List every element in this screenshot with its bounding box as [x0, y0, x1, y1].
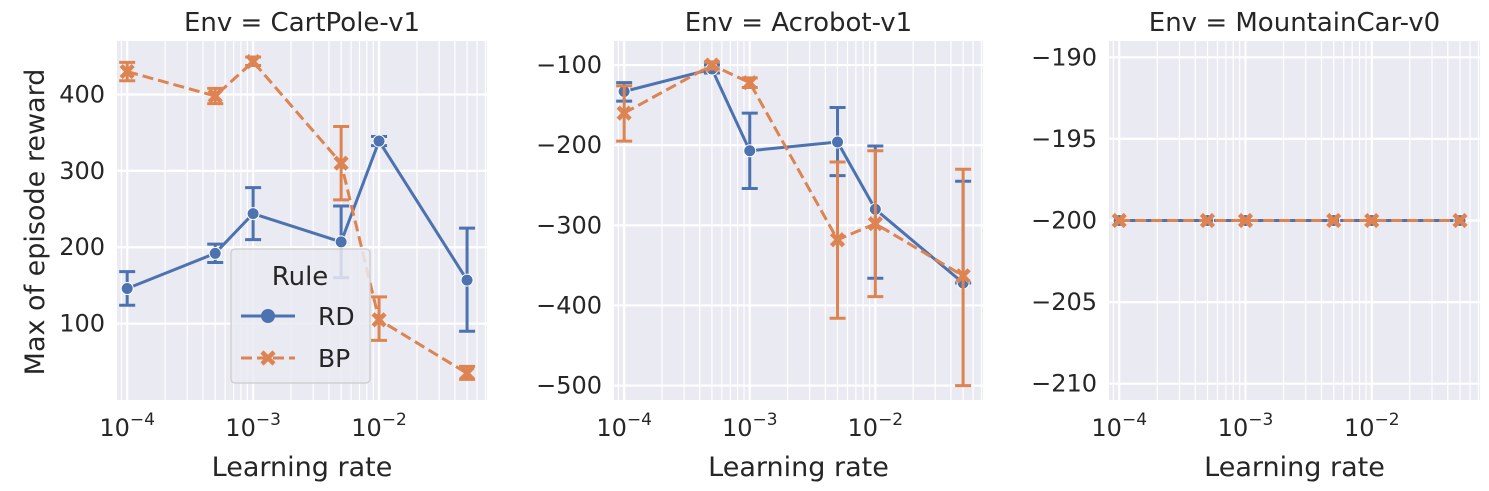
data-point: [742, 75, 758, 91]
y-tick-label: −205: [1031, 288, 1097, 316]
panel-3: −190 −195 −200 −205 −210 10−4 10−3 10−2 Env = Mo…: [1031, 8, 1480, 483]
data-point: [743, 144, 757, 158]
x-tick-label: 10−3: [225, 410, 281, 442]
y-tick-label: −300: [536, 211, 602, 239]
data-point: [1452, 212, 1468, 229]
data-point: [120, 281, 134, 295]
x-tick-label: 10−4: [99, 410, 155, 442]
data-point: [867, 216, 883, 232]
y-tick-label: −200: [536, 131, 602, 159]
data-point: [704, 57, 720, 73]
data-point: [1111, 212, 1127, 229]
legend-marker: [260, 350, 276, 366]
y-tick-label: −210: [1031, 370, 1097, 398]
data-point: [459, 365, 475, 381]
data-point: [1199, 212, 1216, 229]
panel-title: Env = Acrobot-v1: [685, 8, 912, 38]
data-point: [119, 63, 135, 80]
legend: Rule RD BP: [230, 248, 371, 384]
panel-2: −100 −200 −300 −400 −500 10−4 10−3 10−2 Env = Ac…: [536, 8, 983, 483]
y-tick-label: −190: [1031, 43, 1097, 71]
legend-title: Rule: [272, 262, 329, 292]
data-point: [334, 235, 348, 249]
legend-label: RD: [318, 302, 355, 331]
legend-box: [230, 248, 371, 384]
data-point: [460, 273, 474, 287]
data-point: [1237, 212, 1254, 229]
y-tick-label: 300: [59, 157, 105, 185]
series-bp: [1111, 212, 1468, 229]
plot-area: [614, 41, 983, 400]
x-tick-label: 10−4: [596, 410, 652, 442]
y-tick-label: −500: [536, 372, 602, 400]
y-axis-label: Max of episode reward: [20, 69, 51, 376]
data-point: [372, 134, 386, 148]
data-point: [371, 312, 387, 328]
legend-label: BP: [318, 344, 350, 373]
series-line: [126, 139, 469, 290]
data-point: [246, 207, 260, 221]
data-point: [208, 246, 222, 260]
data-point: [245, 54, 261, 70]
series-bp: [616, 57, 972, 388]
series-line: [623, 63, 964, 278]
y-tick-label: −200: [1031, 207, 1097, 235]
data-point: [207, 88, 223, 104]
data-point: [831, 135, 845, 149]
data-point: [616, 105, 632, 121]
y-tick-label: 400: [59, 80, 105, 108]
x-tick-label: 10−2: [1344, 410, 1400, 442]
panel-title: Env = MountainCar-v0: [1149, 8, 1440, 38]
legend-marker: [261, 309, 275, 323]
data-point: [1326, 212, 1342, 229]
x-tick-label: 10−3: [722, 410, 778, 442]
y-tick-label: −100: [536, 51, 602, 79]
data-point: [829, 232, 846, 248]
data-point: [333, 155, 349, 171]
y-tick-label: 100: [59, 310, 105, 338]
series-bp: [119, 54, 476, 381]
data-point: [955, 268, 971, 284]
series-line: [126, 60, 468, 375]
x-axis-label: Learning rate: [708, 452, 889, 483]
x-axis-label: Learning rate: [1204, 452, 1385, 483]
panel-title: Env = CartPole-v1: [184, 8, 420, 38]
x-axis-label: Learning rate: [212, 452, 393, 483]
x-tick-label: 10−2: [351, 410, 407, 442]
y-tick-label: −195: [1031, 125, 1097, 153]
x-tick-label: 10−2: [848, 410, 904, 442]
panel-1: 100 200 300 400 10−4 10−3 10−2 Env = CartPole-v…: [59, 8, 487, 483]
x-tick-label: 10−3: [1218, 410, 1274, 442]
x-tick-label: 10−4: [1091, 410, 1147, 442]
data-point: [1364, 212, 1380, 229]
y-tick-label: −400: [536, 291, 602, 319]
y-tick-label: 200: [59, 233, 105, 261]
